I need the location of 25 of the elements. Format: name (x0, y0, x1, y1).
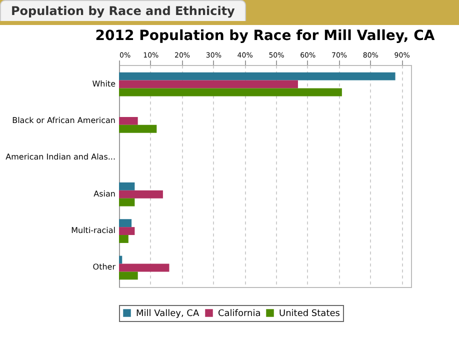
bar (119, 88, 342, 96)
bar (119, 190, 163, 198)
y-tick-label: Other (92, 262, 116, 272)
y-tick-label: Black or African American (12, 116, 116, 125)
bar (119, 272, 138, 280)
y-tick-label: American Indian and Alas... (6, 152, 116, 162)
bar (119, 256, 122, 264)
bar (119, 227, 135, 236)
bar (119, 124, 157, 133)
y-tick-label: White (92, 79, 116, 88)
bar (119, 235, 128, 243)
legend-label: California (218, 309, 261, 319)
chart-title: Population by Race and Ethnicity (0, 0, 246, 21)
y-tick-label: Multi-racial (71, 226, 116, 236)
bar (119, 72, 396, 80)
y-tick-label: Asian (94, 189, 116, 198)
legend-label: Mill Valley, CA (136, 309, 200, 319)
bar (119, 182, 135, 190)
bar (119, 198, 135, 206)
bar (119, 219, 132, 228)
bar (119, 80, 298, 88)
bar (119, 116, 138, 125)
bar (119, 264, 170, 272)
chart-subtitle: 2012 Population by Race for Mill Valley, CA (95, 28, 435, 44)
legend-label: United States (279, 309, 340, 319)
